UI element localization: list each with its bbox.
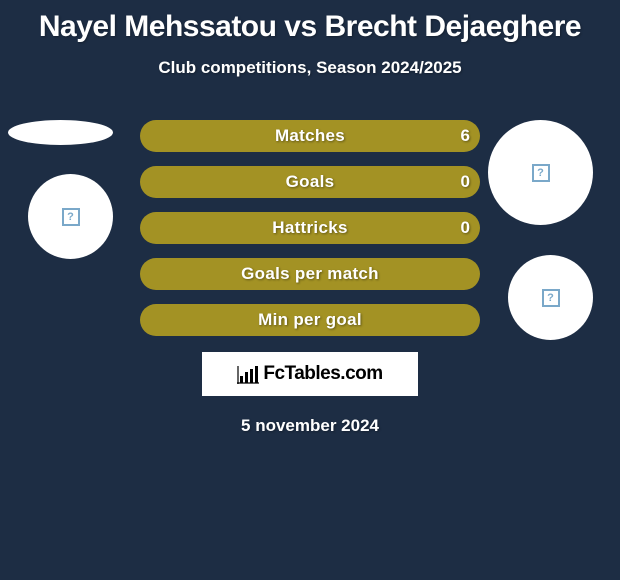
stat-bar: Min per goal bbox=[140, 304, 480, 336]
stat-label: Min per goal bbox=[258, 310, 362, 330]
avatar-placeholder-icon: ? bbox=[532, 164, 550, 182]
stat-bar: Hattricks 0 bbox=[140, 212, 480, 244]
stat-label: Hattricks bbox=[272, 218, 347, 238]
stats-area: ? ? ? Matches 6 Goals 0 Hattricks 0 Goals per … bbox=[0, 120, 620, 436]
stat-bar: Matches 6 bbox=[140, 120, 480, 152]
stat-row: Goals 0 bbox=[140, 166, 480, 198]
stat-value: 0 bbox=[461, 212, 470, 244]
stat-row: Hattricks 0 bbox=[140, 212, 480, 244]
stat-row: Goals per match bbox=[140, 258, 480, 290]
avatar-right-2: ? bbox=[508, 255, 593, 340]
stat-label: Goals per match bbox=[241, 264, 379, 284]
stat-row: Min per goal bbox=[140, 304, 480, 336]
branding-text: FcTables.com bbox=[263, 363, 382, 385]
avatar-placeholder-icon: ? bbox=[542, 289, 560, 307]
subtitle: Club competitions, Season 2024/2025 bbox=[0, 58, 620, 78]
stat-bar: Goals per match bbox=[140, 258, 480, 290]
avatar-left: ? bbox=[28, 174, 113, 259]
stat-row: Matches 6 bbox=[140, 120, 480, 152]
avatar-right-1: ? bbox=[488, 120, 593, 225]
date-line: 5 november 2024 bbox=[0, 416, 620, 436]
avatar-placeholder-icon: ? bbox=[62, 208, 80, 226]
avatar-ellipse-left bbox=[8, 120, 113, 145]
stat-label: Goals bbox=[286, 172, 335, 192]
page-title: Nayel Mehssatou vs Brecht Dejaeghere bbox=[0, 0, 620, 44]
stat-label: Matches bbox=[275, 126, 345, 146]
stat-value: 6 bbox=[461, 120, 470, 152]
branding-badge: FcTables.com bbox=[202, 352, 418, 396]
chart-bars-icon bbox=[237, 364, 259, 383]
stat-value: 0 bbox=[461, 166, 470, 198]
stat-bar: Goals 0 bbox=[140, 166, 480, 198]
